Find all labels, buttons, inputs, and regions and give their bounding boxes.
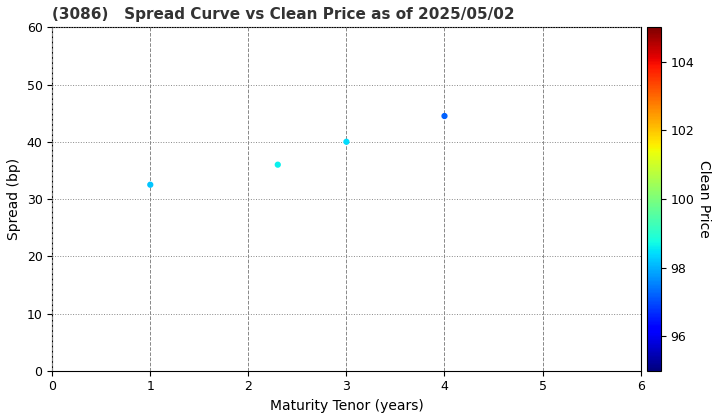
Y-axis label: Clean Price: Clean Price (697, 160, 711, 238)
Text: (3086)   Spread Curve vs Clean Price as of 2025/05/02: (3086) Spread Curve vs Clean Price as of… (53, 7, 515, 22)
X-axis label: Maturity Tenor (years): Maturity Tenor (years) (269, 399, 423, 413)
Point (438, 113, 450, 119)
Y-axis label: Spread (bp): Spread (bp) (7, 158, 21, 240)
Point (341, 139, 352, 145)
Point (272, 161, 284, 168)
Point (145, 181, 156, 188)
